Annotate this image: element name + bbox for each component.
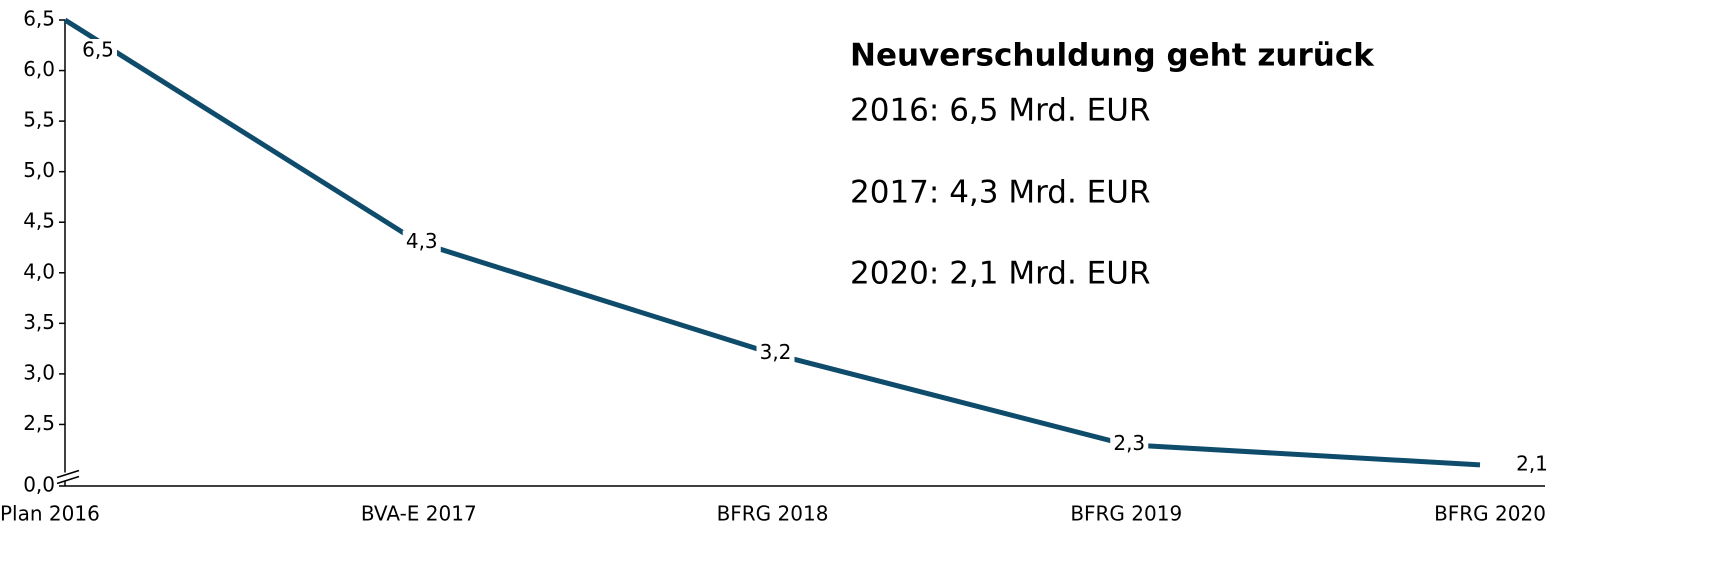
y-tick-label: 3,0 — [23, 360, 55, 384]
annotation-title: Neuverschuldung geht zurück — [850, 38, 1375, 74]
data-label-bg — [402, 230, 441, 255]
data-line — [63, 17, 1481, 468]
x-tick-label: BFRG 2019 — [1070, 502, 1182, 526]
data-label-bg — [79, 39, 117, 63]
data-label: 6,5 — [82, 38, 114, 62]
y-tick-label: 4,0 — [23, 259, 55, 283]
y-tick-label: 6,5 — [23, 7, 55, 31]
data-label: 3,2 — [760, 340, 792, 364]
axis-break-gap — [62, 472, 68, 481]
axis-break — [56, 469, 80, 479]
data-label: 4,3 — [406, 229, 438, 253]
y-tick-label: 4,5 — [23, 209, 55, 233]
x-tick-label: BVA-E 2017 — [361, 502, 477, 526]
x-tick-label: BFRG 2018 — [717, 502, 829, 526]
annotation-line: 2017: 4,3 Mrd. EUR — [850, 175, 1151, 211]
annotation-line: 2020: 2,1 Mrd. EUR — [850, 256, 1151, 292]
y-tick-label: 3,5 — [23, 310, 55, 334]
y-tick-label: 5,0 — [23, 158, 55, 182]
axis-break — [56, 475, 80, 485]
data-label: 2,1 — [1516, 451, 1548, 475]
data-label-bg — [1513, 452, 1551, 477]
y-tick-label: 0,0 — [23, 473, 55, 497]
data-label-bg — [756, 341, 795, 366]
y-tick-label: 6,0 — [23, 57, 55, 81]
annotation-line: 2016: 6,5 Mrd. EUR — [850, 93, 1151, 129]
y-tick-label: 2,5 — [23, 411, 55, 435]
y-tick-label: 5,5 — [23, 108, 55, 132]
data-label-bg — [1110, 432, 1149, 457]
data-label: 2,3 — [1113, 431, 1145, 455]
x-tick-label: Plan 2016 — [0, 502, 100, 526]
x-tick-label: BFRG 2020 — [1434, 502, 1546, 526]
